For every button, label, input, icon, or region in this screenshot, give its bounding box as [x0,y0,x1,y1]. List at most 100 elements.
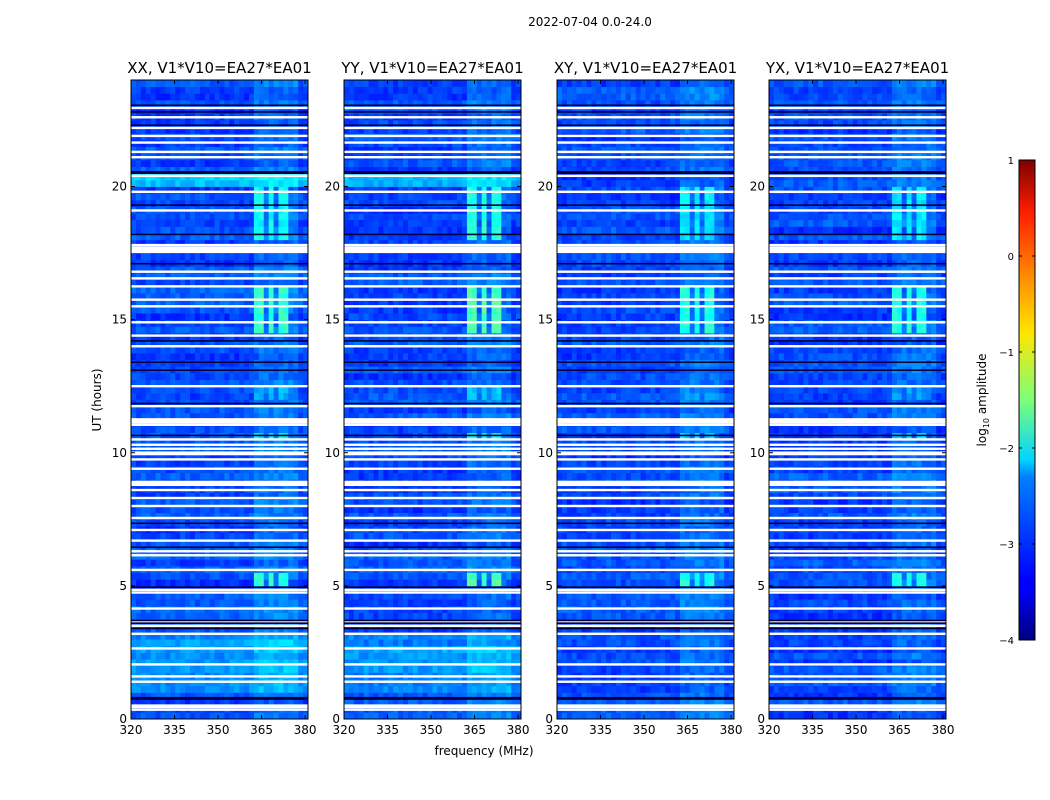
heatmap-cell [185,665,191,673]
heatmap-cell [462,459,468,467]
heatmap-cell [175,273,181,281]
heatmap-cell [298,426,304,434]
heatmap-cell [140,179,147,187]
heatmap-cell [373,652,379,660]
heatmap-cell [258,379,265,387]
heatmap-cell [457,472,463,480]
heatmap-cell [412,492,419,500]
heatmap-cell [229,439,235,447]
heatmap-cell [224,359,230,367]
heatmap-cell [224,306,230,314]
heatmap-cell [283,306,289,314]
heatmap-cell [398,572,404,580]
heatmap-cell [278,592,284,600]
heatmap-cell [501,472,507,480]
heatmap-cell [393,452,399,460]
heatmap-cell [457,492,463,500]
heatmap-cell [175,692,181,700]
heatmap-cell [403,559,409,567]
heatmap-cell [412,452,419,460]
heatmap-cell [393,512,399,520]
heatmap-cell [219,293,225,301]
heatmap-cell [135,406,142,414]
heatmap-cell [131,639,137,647]
heatmap-cell [452,652,458,660]
heatmap-cell [258,213,265,221]
heatmap-cell [383,659,389,667]
x-tick-label: 380 [294,723,317,737]
heatmap-cell [145,579,152,587]
heatmap-cell [273,299,279,307]
heatmap-cell [278,432,284,440]
heatmap-cell [185,359,191,367]
heatmap-cell [303,93,309,101]
heatmap-cell [229,579,235,587]
heatmap-cell [131,106,137,114]
heatmap-cell [293,186,299,194]
heatmap-cell [165,339,171,347]
heatmap-cell [224,506,230,514]
heatmap-cell [437,699,443,707]
heatmap-cell [204,293,211,301]
heatmap-cell [263,665,270,673]
heatmap-cell [185,326,191,334]
heatmap-cell [303,352,309,360]
heatmap-cell [268,632,274,640]
heatmap-cell [481,599,487,607]
heatmap-cell [283,499,289,507]
heatmap-cell [229,379,235,387]
heatmap-cell [258,632,265,640]
heatmap-cell [145,346,152,354]
heatmap-cell [293,193,299,201]
heatmap-cell [273,632,279,640]
heatmap-cell [219,186,225,194]
heatmap-cell [511,625,517,633]
heatmap-cell [358,572,365,580]
heatmap-cell [194,632,201,640]
heatmap-cell [427,506,433,514]
heatmap-cell [185,106,191,114]
gap-line [131,705,308,709]
heatmap-cell [244,426,250,434]
heatmap-cell [427,452,433,460]
gap-line [131,568,308,572]
heatmap-cell [160,99,166,108]
heatmap-cell [273,392,279,400]
heatmap-cell [253,545,260,553]
heatmap-cell [140,579,147,587]
heatmap-cell [268,193,274,201]
heatmap-cell [476,472,483,480]
heatmap-cell [175,86,181,94]
heatmap-cell [214,273,220,281]
heatmap-cell [150,213,156,221]
heatmap-cell [140,459,147,467]
heatmap-cell [422,652,428,660]
heatmap-cell [516,472,522,480]
heatmap-cell [298,512,304,520]
heatmap-cell [219,86,225,94]
heatmap-cell [140,279,147,287]
heatmap-cell [432,532,438,540]
heatmap-cell [219,99,225,108]
heatmap-cell [353,632,360,640]
heatmap-cell [273,293,279,301]
heatmap-cell [170,266,176,274]
dark-line [131,627,308,630]
heatmap-cell [491,592,497,600]
heatmap-cell [244,86,250,94]
heatmap-cell [442,699,448,707]
heatmap-cell [457,632,463,640]
heatmap-cell [273,126,279,134]
gap-line [131,663,308,666]
heatmap-cell [278,339,284,347]
heatmap-cell [283,179,289,187]
heatmap-cell [135,492,142,500]
heatmap-cell [506,652,512,660]
heatmap-cell [150,372,156,380]
heatmap-cell [516,712,522,720]
heatmap-cell [388,639,394,647]
heatmap-cell [353,592,360,600]
heatmap-cell [170,652,176,660]
gap-line [131,496,308,500]
heatmap-cell [150,286,156,294]
